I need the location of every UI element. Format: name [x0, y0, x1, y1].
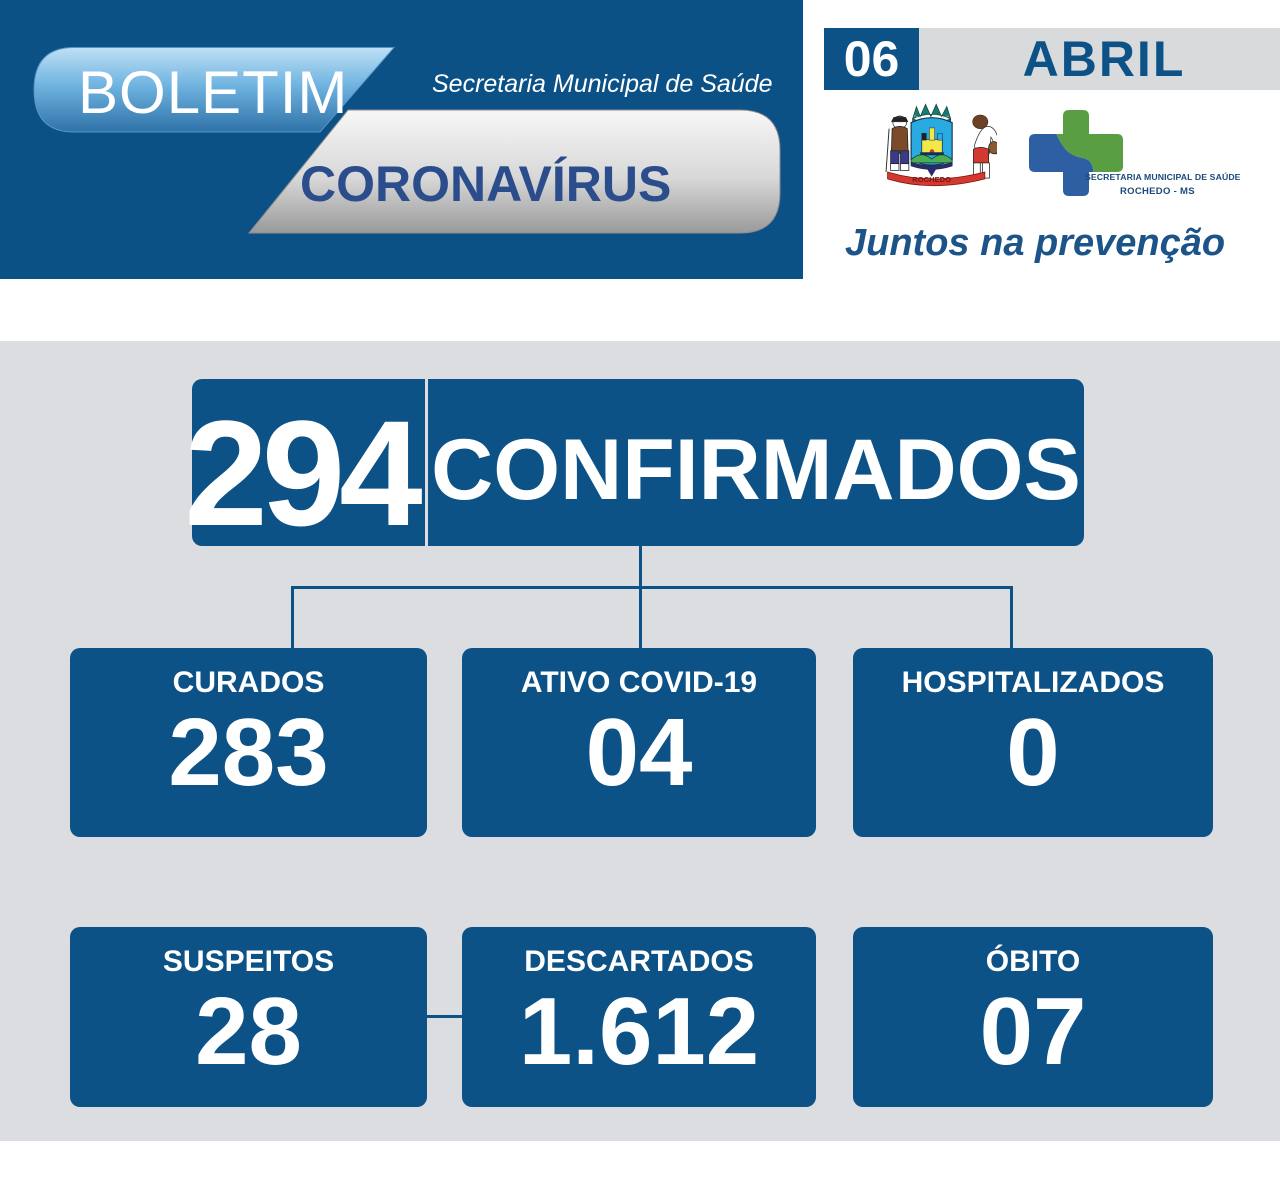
svg-text:ROCHEDO - MS: ROCHEDO - MS	[1120, 186, 1195, 197]
svg-text:ROCHEDO: ROCHEDO	[912, 175, 951, 184]
svg-text:SECRETARIA MUNICIPAL DE SAÚDE: SECRETARIA MUNICIPAL DE SAÚDE	[1085, 171, 1241, 182]
